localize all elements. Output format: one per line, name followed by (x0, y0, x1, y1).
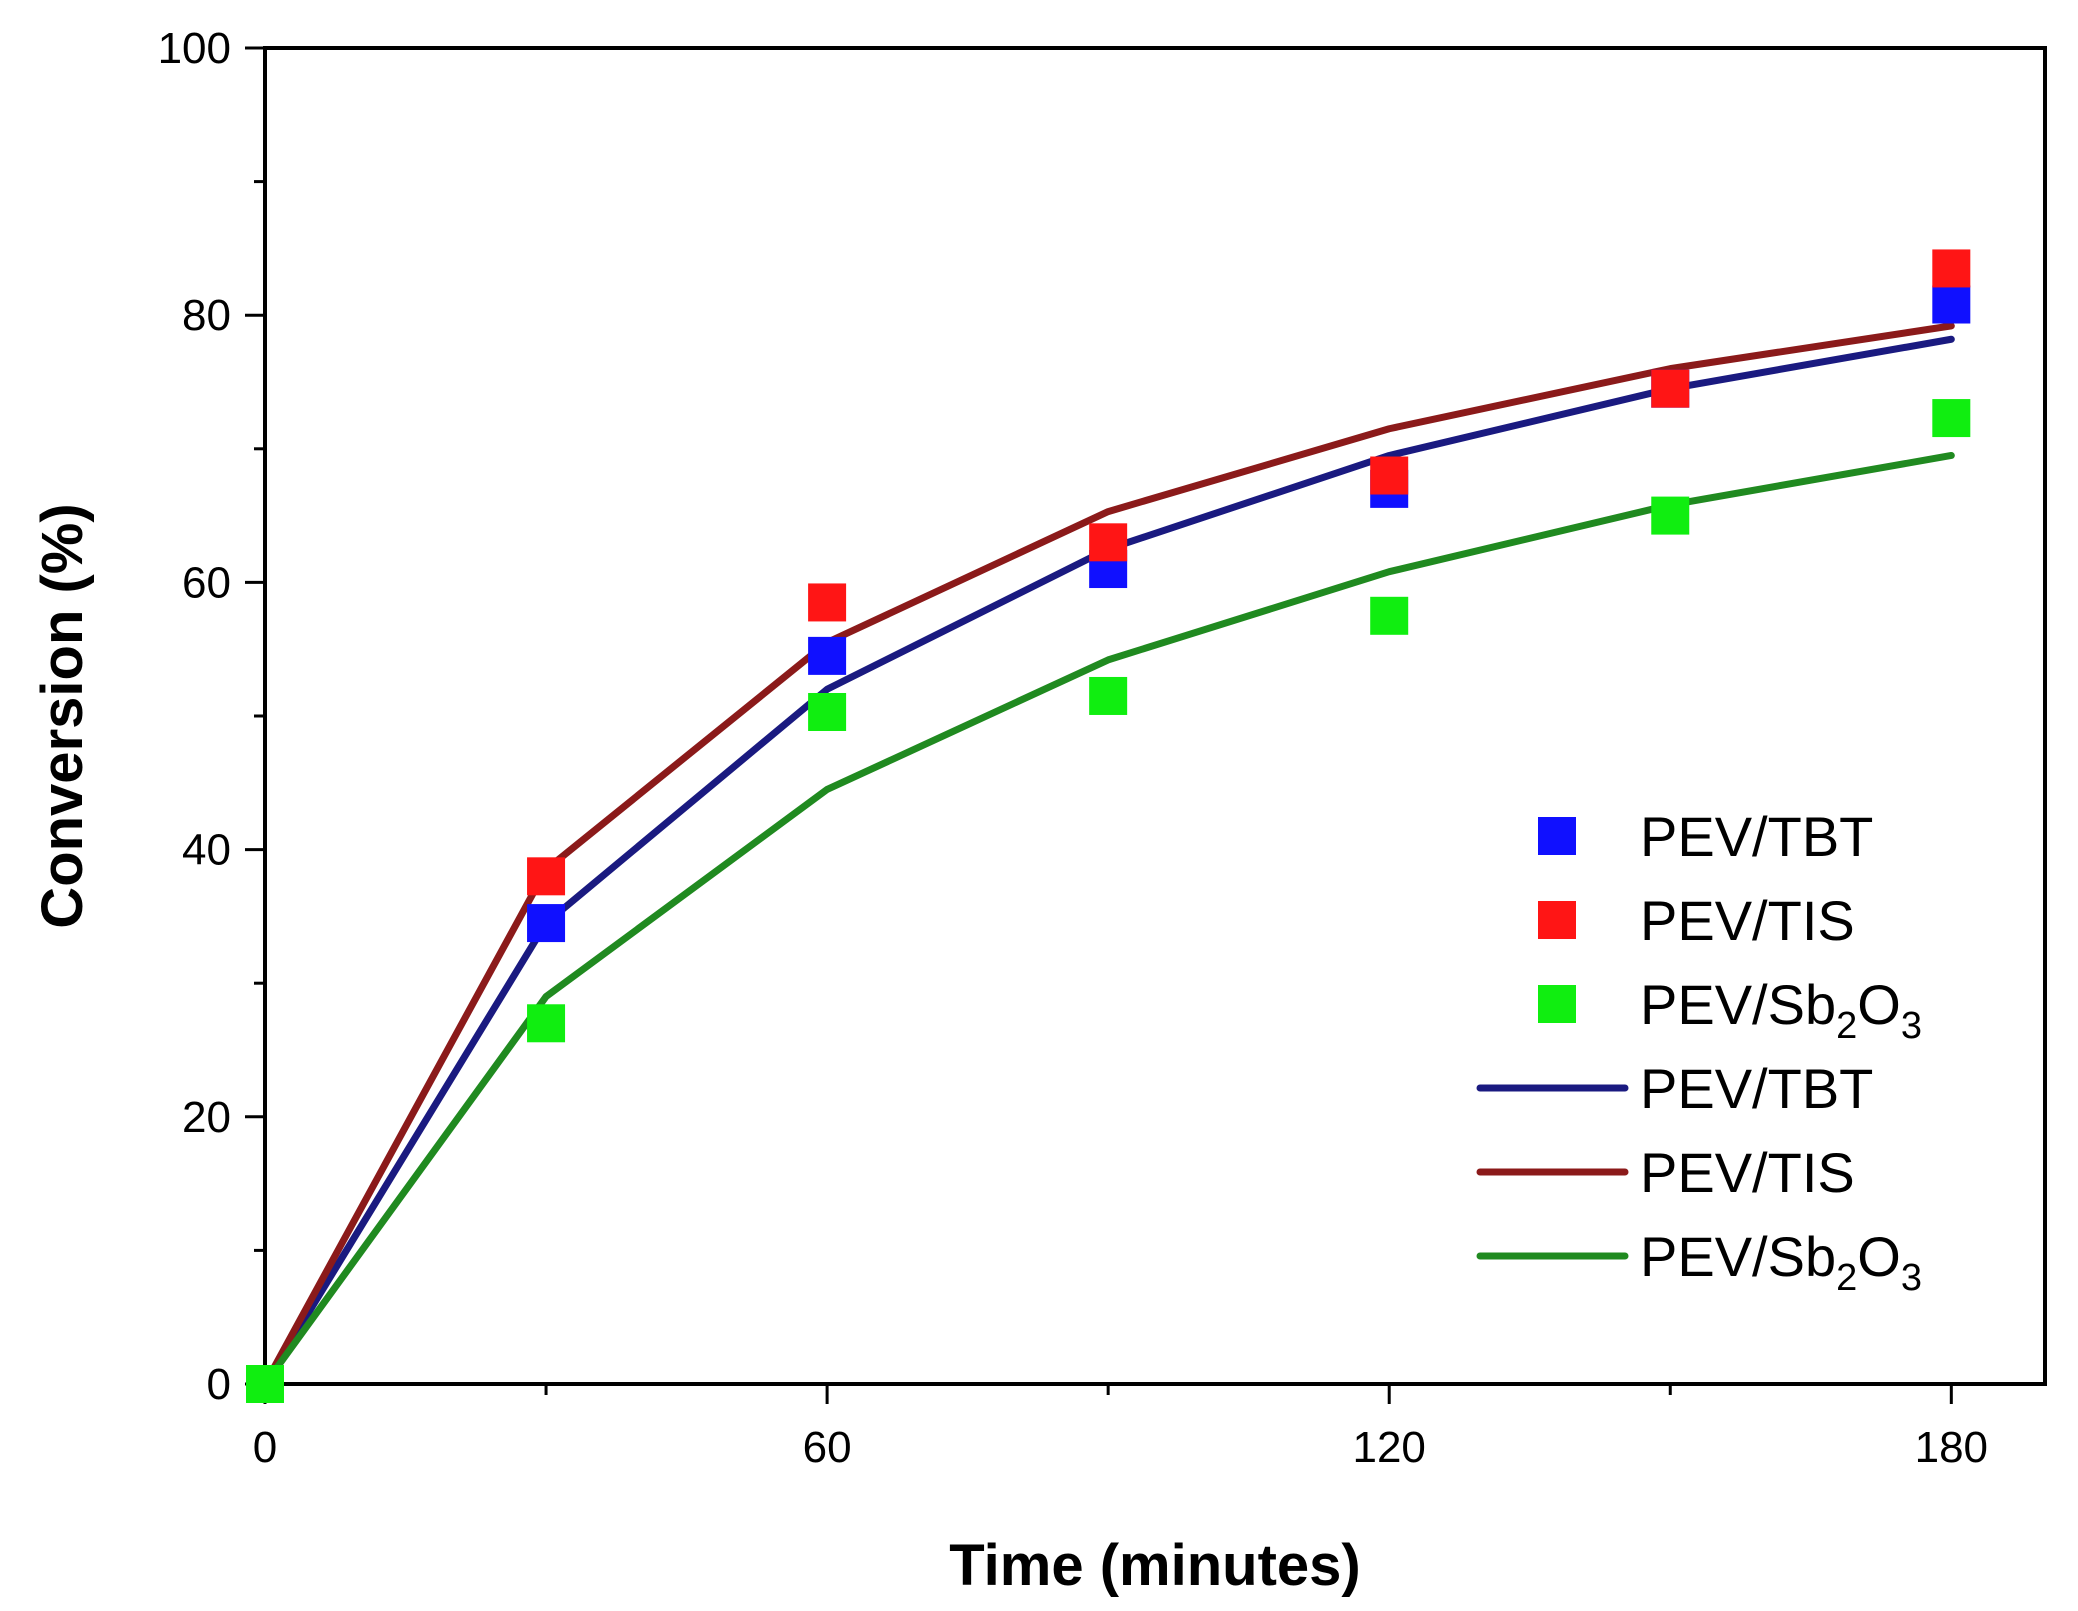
data-point (1370, 596, 1409, 635)
x-tick-label: 180 (1915, 1423, 1988, 1472)
data-point (808, 583, 847, 622)
x-tick-label: 60 (803, 1423, 852, 1472)
y-tick-label: 0 (207, 1360, 231, 1409)
axis-ticks: 0 60 120 180 0 20 40 60 80 100 (158, 24, 1988, 1472)
legend-label: PEV/Sb2O3 (1640, 973, 1922, 1047)
y-tick-label: 20 (182, 1093, 231, 1142)
legend-label: PEV/TBT (1640, 1057, 1873, 1120)
data-point (1651, 496, 1690, 535)
data-point (808, 692, 847, 731)
data-point (527, 857, 566, 896)
legend-label: PEV/TIS (1640, 889, 1855, 952)
legend-marker (1538, 985, 1576, 1023)
data-point (1932, 399, 1971, 438)
data-point (808, 636, 847, 675)
data-point (1370, 456, 1409, 495)
legend-marker (1538, 901, 1576, 939)
x-tick-label: 120 (1352, 1423, 1425, 1472)
y-tick-label: 40 (182, 826, 231, 875)
data-point (1651, 369, 1690, 408)
legend-label: PEV/Sb2O3 (1640, 1225, 1922, 1299)
data-point (1932, 285, 1971, 324)
legend-label: PEV/TBT (1640, 805, 1873, 868)
y-tick-label: 80 (182, 291, 231, 340)
series-layer (246, 249, 1971, 1403)
data-point (246, 1365, 284, 1403)
data-point (1089, 523, 1128, 562)
data-point (527, 904, 566, 943)
y-tick-label: 60 (182, 558, 231, 607)
data-point (527, 1004, 566, 1043)
legend: PEV/TBT PEV/TIS PEV/Sb2O3 PEV/TBT PEV/TIS PEV… (1476, 805, 1922, 1299)
y-tick-label: 100 (158, 24, 231, 73)
data-point (1089, 676, 1128, 715)
x-axis-title: Time (minutes) (949, 1533, 1360, 1598)
y-axis-title: Conversion (%) (30, 503, 95, 928)
legend-marker (1538, 817, 1576, 855)
x-tick-label: 0 (253, 1423, 277, 1472)
legend-label: PEV/TIS (1640, 1141, 1855, 1204)
data-point (1932, 249, 1971, 288)
